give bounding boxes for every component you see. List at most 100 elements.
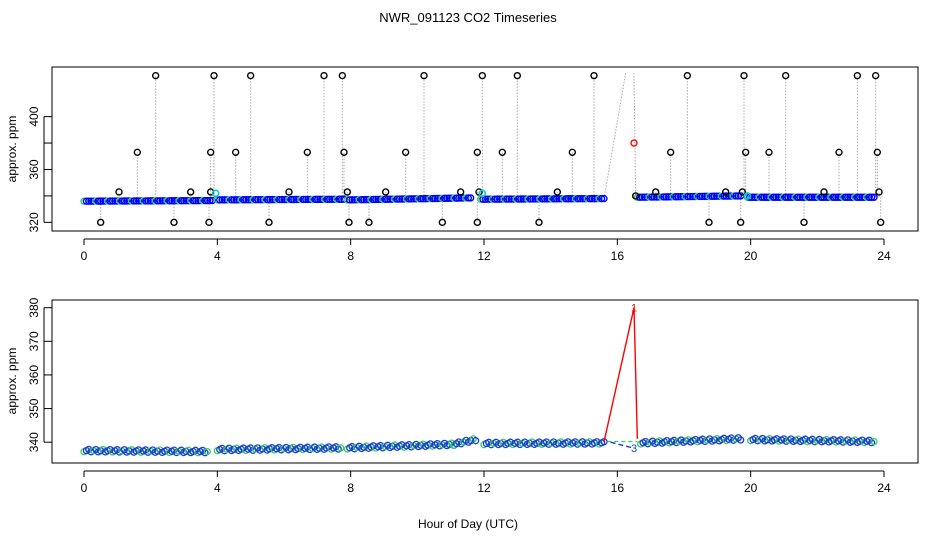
co2-point xyxy=(261,195,269,204)
x-tick-label: 16 xyxy=(611,249,625,263)
co2-point xyxy=(400,195,408,203)
outlier-point xyxy=(420,71,428,80)
co2-point xyxy=(829,193,838,201)
outlier-point xyxy=(246,71,255,80)
co2-point xyxy=(645,193,654,201)
co2-point xyxy=(287,195,296,204)
co2-point xyxy=(519,195,528,203)
co2-point xyxy=(314,195,322,204)
co2-point xyxy=(424,194,432,203)
co2-point xyxy=(863,193,871,201)
co2-point xyxy=(715,192,723,200)
co2-point xyxy=(364,195,373,204)
co2-point xyxy=(590,194,599,203)
co2-point xyxy=(495,195,504,203)
co2-point xyxy=(672,193,680,201)
co2-point xyxy=(533,195,542,203)
top-panel: approx. ppm 320 360 400 0 4 8 12 16 20 24 xyxy=(5,66,919,263)
co2-point xyxy=(323,195,331,204)
co2-point xyxy=(550,195,558,203)
co2-point xyxy=(163,197,171,205)
co2-point xyxy=(218,196,226,204)
co2-point xyxy=(450,194,458,202)
co2-point xyxy=(203,196,212,205)
co2-point xyxy=(841,193,850,201)
co2-point xyxy=(87,197,95,205)
co2-point xyxy=(402,195,411,203)
co2-point xyxy=(367,195,375,204)
co2-point xyxy=(737,436,745,444)
co2-point xyxy=(330,195,339,203)
outlier-point xyxy=(210,71,218,80)
co2-point xyxy=(227,196,236,204)
co2-point xyxy=(555,195,563,203)
x-tick-label: 8 xyxy=(347,249,354,263)
co2-point xyxy=(263,195,272,204)
co2-point xyxy=(488,195,497,203)
co2-point xyxy=(254,195,262,204)
co2-point xyxy=(676,192,685,201)
gap-connector xyxy=(603,72,627,199)
co2-point xyxy=(640,193,649,201)
x-tick-label: 20 xyxy=(744,481,758,495)
flag-1-line xyxy=(603,307,639,443)
co2-point xyxy=(139,197,148,205)
co2-point xyxy=(369,195,378,204)
outlier-point xyxy=(590,71,598,80)
bottom-y-ticks: 340 350 360 370 380 xyxy=(27,297,52,452)
co2-point xyxy=(89,197,98,205)
co2-point xyxy=(664,193,673,201)
co2-point xyxy=(127,197,136,205)
co2-point xyxy=(867,193,876,201)
co2-point xyxy=(372,195,380,204)
co2-point xyxy=(760,193,768,201)
cyan-point xyxy=(743,192,752,200)
co2-point xyxy=(750,193,759,201)
co2-point xyxy=(355,195,363,204)
outlier-point xyxy=(151,71,160,80)
co2-point xyxy=(536,195,544,203)
outlier-point xyxy=(513,71,522,80)
co2-point xyxy=(165,197,174,205)
co2-point xyxy=(548,195,556,203)
outlier-point xyxy=(553,188,562,196)
co2-point xyxy=(805,193,814,201)
co2-point xyxy=(681,192,690,201)
outlier-point xyxy=(765,148,773,157)
co2-point xyxy=(691,192,699,201)
x-tick-label: 24 xyxy=(877,249,891,263)
co2-point xyxy=(578,194,587,203)
co2-point xyxy=(669,193,678,201)
co2-point xyxy=(583,194,592,203)
outlier-point xyxy=(736,218,745,227)
co2-point xyxy=(693,192,702,201)
x-tick-label: 4 xyxy=(214,481,221,495)
outlier-point xyxy=(666,148,675,157)
co2-point xyxy=(836,193,845,201)
co2-point xyxy=(531,195,539,203)
co2-point xyxy=(844,193,852,201)
co2-point xyxy=(824,193,833,201)
outlier-point xyxy=(473,218,482,227)
co2-point xyxy=(208,196,217,205)
co2-point xyxy=(106,197,114,205)
co2-point xyxy=(96,197,105,205)
top-y-ticks: 320 360 400 xyxy=(27,106,52,232)
co2-point xyxy=(99,197,107,205)
co2-point xyxy=(182,196,190,205)
co2-point xyxy=(249,195,257,204)
co2-point xyxy=(242,196,250,204)
co2-point xyxy=(383,195,392,203)
co2-point xyxy=(161,197,169,205)
co2-point xyxy=(111,197,119,205)
co2-point xyxy=(137,197,145,205)
co2-point xyxy=(493,195,501,203)
co2-point xyxy=(407,195,416,203)
x-tick-label: 16 xyxy=(611,481,625,495)
co2-point xyxy=(708,192,716,200)
y-tick-label: 380 xyxy=(27,297,41,317)
co2-point xyxy=(459,194,468,202)
co2-point xyxy=(808,193,816,201)
co2-point xyxy=(500,195,509,203)
co2-point xyxy=(101,197,110,205)
